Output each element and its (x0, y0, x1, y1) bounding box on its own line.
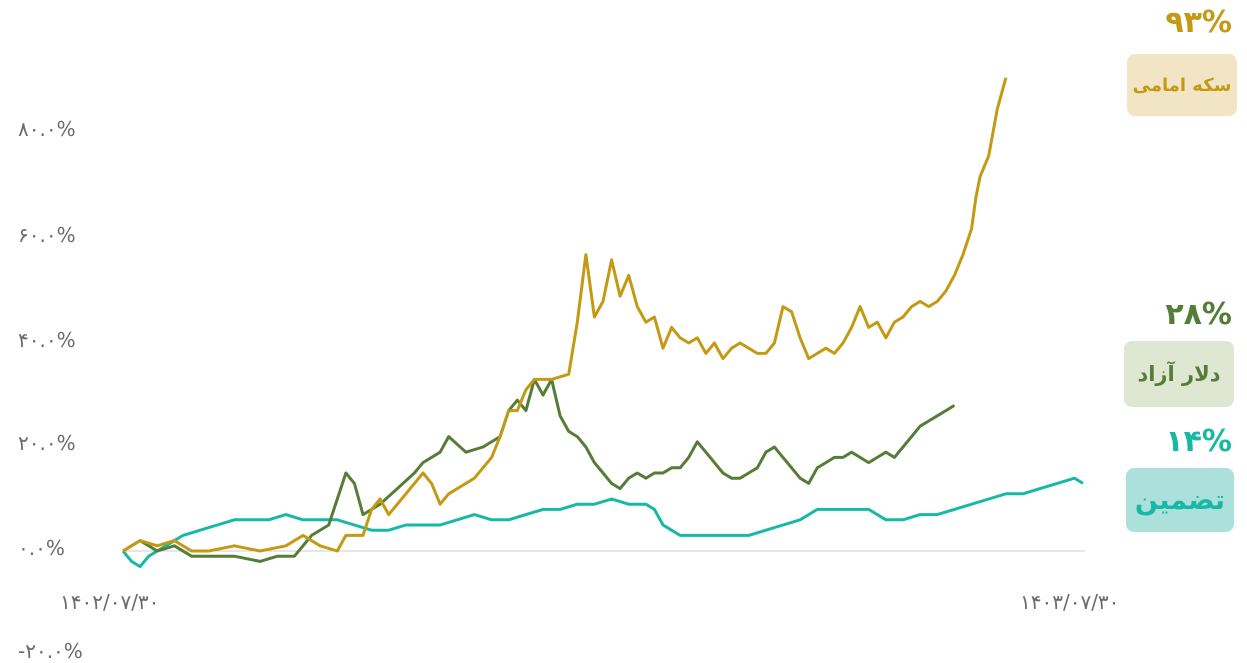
y-tick-label: -۲۰.۰% (18, 639, 83, 663)
guarantee-final-percent: ۱۴% (1165, 424, 1232, 459)
y-tick-label: ۶۰.۰% (18, 223, 76, 247)
y-tick-label: ۲۰.۰% (18, 431, 76, 455)
dollar-final-percent: ۲۸% (1165, 297, 1232, 332)
dollar-legend-badge: دلار آزاد (1124, 341, 1234, 407)
guarantee-legend-badge: تضمین (1126, 468, 1234, 532)
gold-coin-legend-badge: سکه امامی (1127, 54, 1237, 116)
y-tick-label: ۴۰.۰% (18, 328, 76, 352)
y-tick-label: ۸۰.۰% (18, 117, 76, 141)
x-start-label: ۱۴۰۲/۰۷/۳۰ (60, 590, 159, 614)
gold-coin-final-percent: ۹۳% (1165, 5, 1232, 40)
x-end-label: ۱۴۰۳/۰۷/۳۰ (1020, 590, 1119, 614)
series-line-2 (123, 478, 1083, 566)
y-tick-label: ۰.۰% (18, 536, 65, 560)
series-line-1 (123, 379, 954, 561)
series-line-0 (123, 78, 1006, 551)
